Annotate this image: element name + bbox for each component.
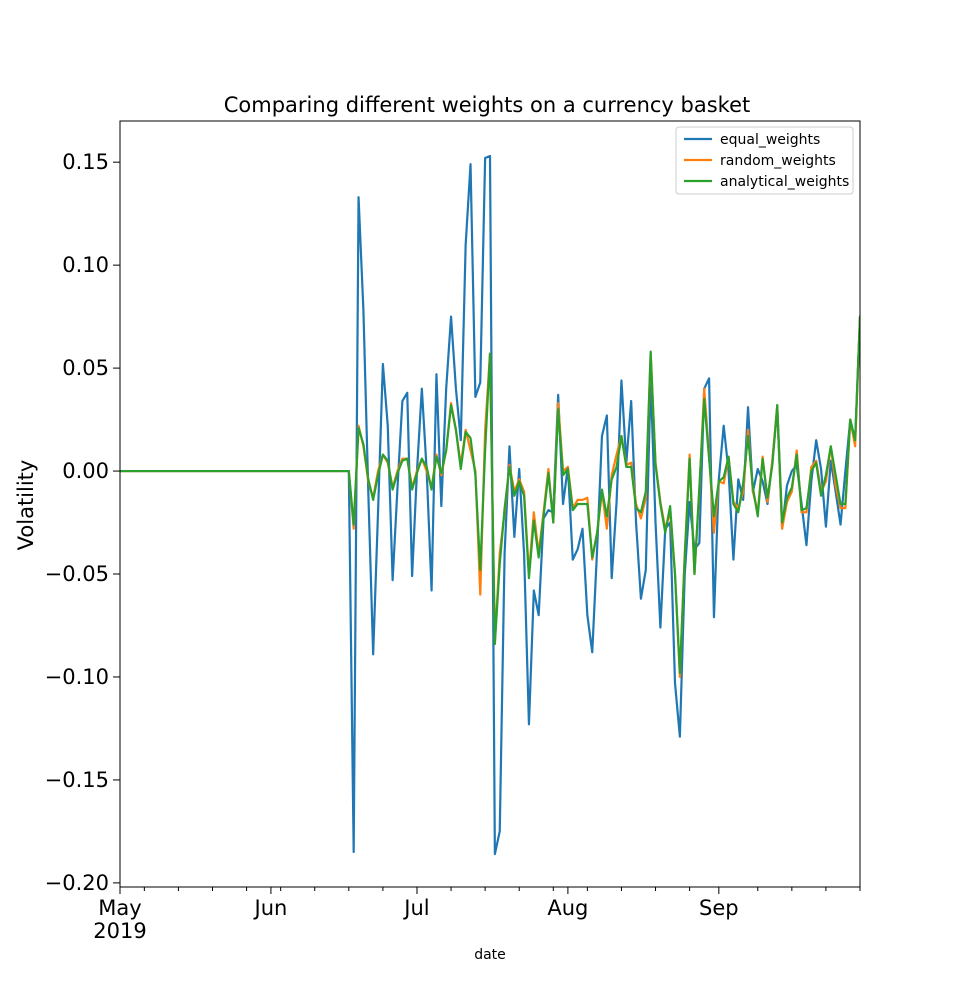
- axes-frame: [119, 120, 861, 888]
- series-layer: [120, 154, 860, 856]
- chart-title: Comparing different weights on a currenc…: [224, 93, 751, 117]
- x-tick-label: Sep: [699, 896, 739, 920]
- y-tick-label: 0.10: [62, 253, 109, 277]
- legend: equal_weights random_weights analytical_we…: [675, 126, 854, 195]
- y-tick-label: −0.15: [45, 768, 109, 792]
- y-axis: 0.15 0.10 0.05 0.00 −0.05 −0.10 −0.15 −0.20: [45, 150, 120, 895]
- plot-area: [119, 120, 861, 888]
- x-tick-label: Jun: [253, 896, 288, 920]
- y-tick-label: −0.20: [45, 871, 109, 895]
- legend-label-random-weights: random_weights: [720, 153, 836, 169]
- x-tick-label: Aug: [547, 896, 588, 920]
- x-tick-label: Jul: [402, 896, 429, 920]
- legend-label-analytical-weights: analytical_weights: [720, 174, 849, 190]
- y-axis-label: Volatility: [14, 460, 38, 551]
- series-line-analytical-weights: [120, 315, 860, 674]
- legend-label-equal-weights: equal_weights: [720, 132, 820, 148]
- y-tick-label: −0.10: [45, 665, 109, 689]
- y-tick-label: 0.15: [62, 150, 109, 174]
- x-tick-year-label: 2019: [93, 919, 146, 943]
- y-tick-label: 0.05: [62, 356, 109, 380]
- legend-frame: [675, 126, 854, 195]
- y-tick-label: 0.00: [62, 459, 109, 483]
- x-tick-label: May: [98, 896, 141, 920]
- x-axis-label: date: [474, 947, 506, 963]
- y-tick-label: −0.05: [45, 562, 109, 586]
